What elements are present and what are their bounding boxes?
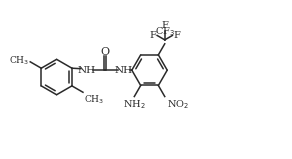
Text: NH$_2$: NH$_2$	[123, 99, 146, 111]
Text: CF$_3$: CF$_3$	[155, 25, 175, 38]
Text: F: F	[149, 31, 156, 40]
Text: CH$_3$: CH$_3$	[9, 55, 29, 67]
Text: NH: NH	[78, 66, 96, 75]
Text: O: O	[101, 48, 110, 58]
Text: NO$_2$: NO$_2$	[167, 99, 189, 111]
Text: F: F	[173, 31, 180, 40]
Text: F: F	[161, 21, 168, 30]
Text: NH: NH	[115, 66, 133, 75]
Text: CH$_3$: CH$_3$	[84, 93, 104, 106]
